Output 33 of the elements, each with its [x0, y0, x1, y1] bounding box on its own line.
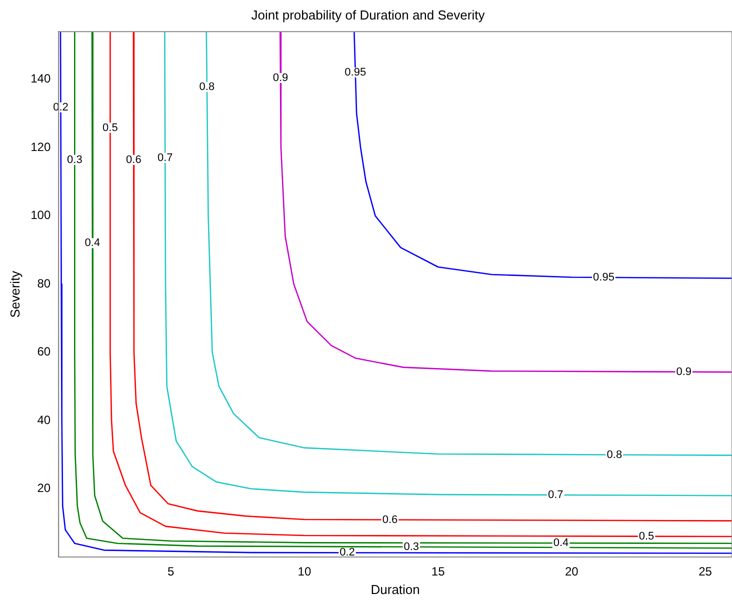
series-label: 0.6 [126, 154, 142, 166]
x-tick-label: 10 [298, 564, 312, 579]
series-label: 0.3 [67, 154, 82, 166]
x-tick-label: 20 [564, 564, 579, 579]
y-tick-label: 100 [30, 208, 51, 222]
y-tick-label: 120 [30, 140, 51, 154]
x-tick-label: 25 [698, 564, 712, 579]
text: 0.9 [676, 366, 692, 378]
series-label: 0.95 [344, 66, 366, 79]
chart-title: Joint probability of Duration and Severity [251, 7, 486, 22]
x-axis-title: Duration [370, 582, 420, 597]
text: 0.6 [382, 514, 398, 526]
x-tick-label: 5 [168, 564, 175, 579]
y-tick-label: 140 [30, 72, 51, 86]
text: 0.7 [548, 489, 564, 502]
y-tick-label: 60 [37, 344, 51, 359]
text: 0.5 [638, 530, 654, 542]
text: 0.4 [553, 537, 569, 550]
y-tick-label: 20 [37, 481, 51, 496]
series-label: 0.9 [272, 72, 288, 84]
series-label: 0.7 [157, 152, 173, 164]
x-tick-label: 15 [431, 564, 446, 579]
y-tick-label: 80 [37, 276, 51, 290]
series-label: 0.8 [199, 80, 215, 93]
y-axis-title: Severity [7, 270, 22, 318]
text: 0.2 [340, 546, 355, 559]
text: 0.95 [593, 271, 614, 284]
text: 0.3 [404, 540, 419, 553]
series-label: 0.4 [84, 237, 100, 250]
text: 0.8 [606, 448, 622, 461]
series-label: 0.5 [102, 122, 118, 134]
series-label: 0.2 [53, 101, 68, 114]
y-tick-label: 40 [37, 412, 51, 427]
